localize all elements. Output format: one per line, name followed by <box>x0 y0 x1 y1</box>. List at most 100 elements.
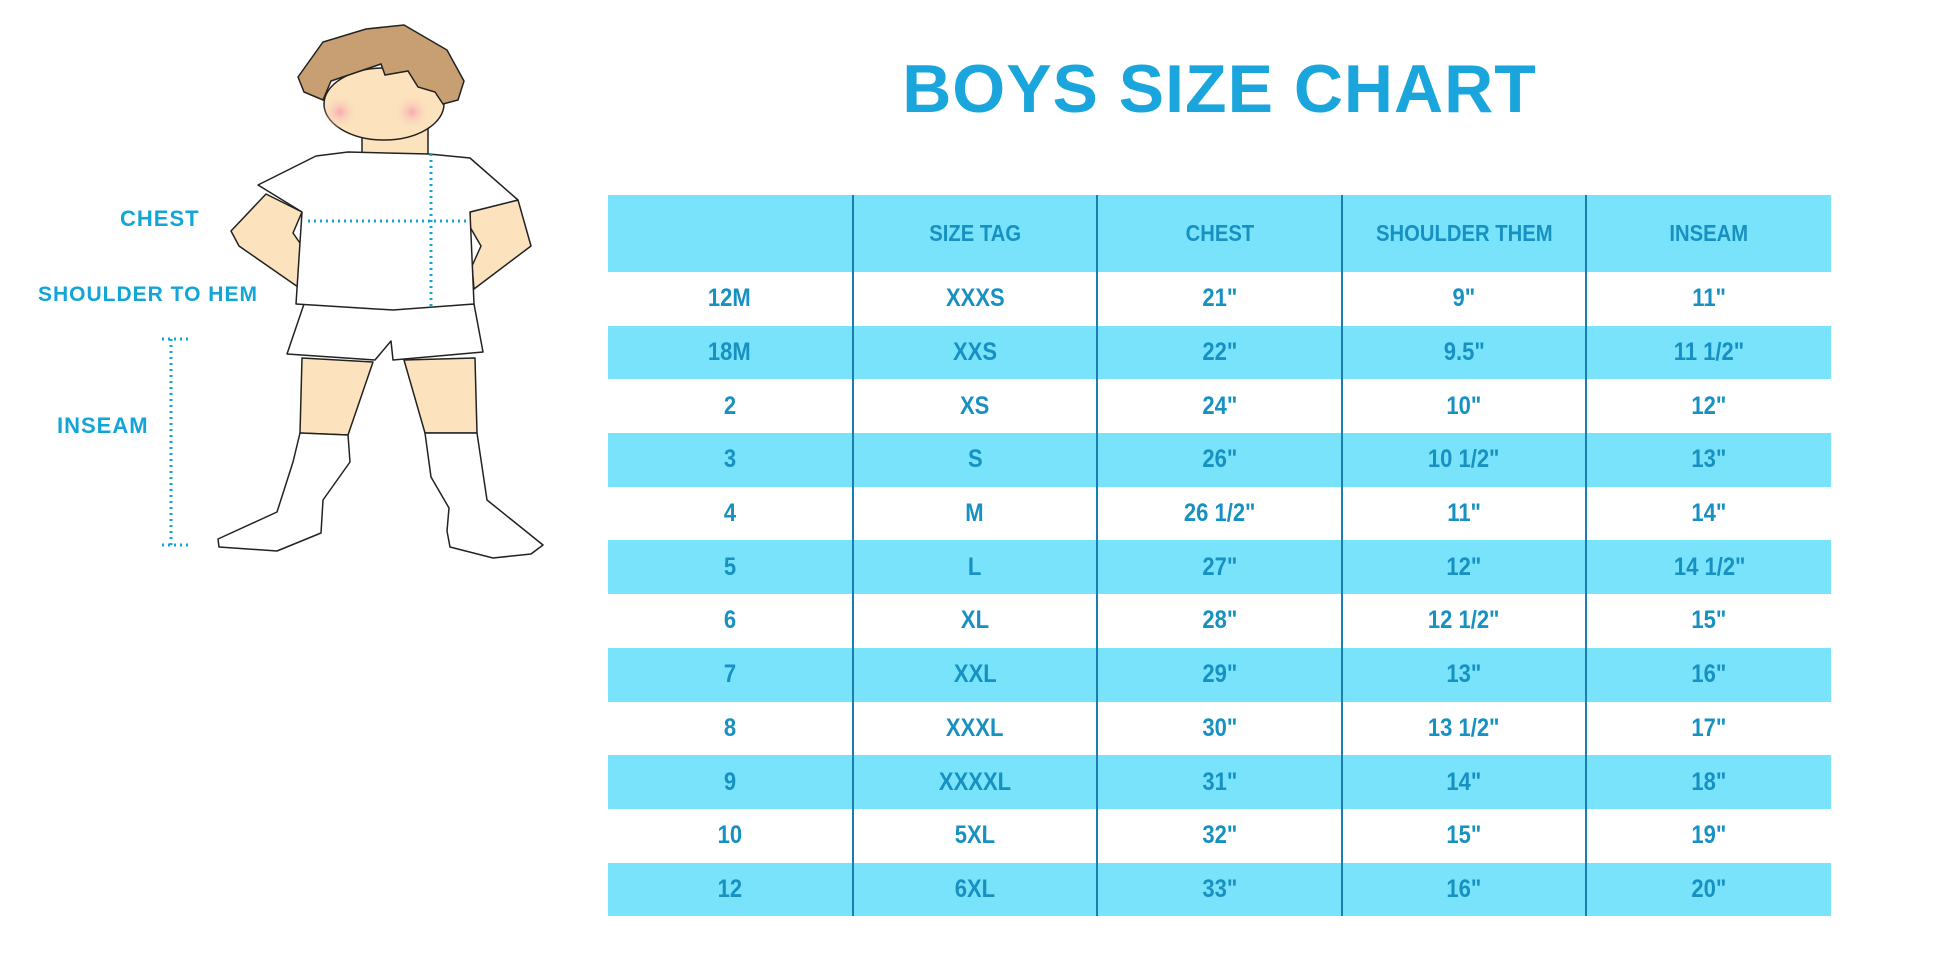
cell-text: 28" <box>1202 606 1237 635</box>
table-cell: XXXXL <box>851 755 1098 809</box>
table-cell: 5 <box>608 540 853 595</box>
cell-text: 3 <box>723 445 736 474</box>
cell-text: 12" <box>1446 552 1482 581</box>
table-cell: 11" <box>1340 486 1587 541</box>
hair <box>297 24 465 105</box>
cell-text: 4 <box>723 499 736 528</box>
cell-text: 12M <box>708 284 752 313</box>
table-cell: 12M <box>608 272 853 326</box>
cell-text: 21" <box>1202 284 1237 313</box>
table-cell: 4 <box>608 487 853 541</box>
cell-text: 17" <box>1691 713 1727 742</box>
table-cell: 24" <box>1096 379 1342 434</box>
table-header-row: SIZE TAG CHEST SHOULDER THEM INSEAM <box>608 195 1831 272</box>
shoulder-to-hem-label: SHOULDER TO HEM <box>38 283 258 306</box>
right-sock <box>424 432 544 559</box>
cell-text: 32" <box>1202 821 1237 850</box>
table-cell: 16" <box>1340 862 1587 917</box>
cell-text: 9.5" <box>1443 338 1485 367</box>
table-cell: 26 1/2" <box>1096 486 1342 541</box>
table-cell: 27" <box>1096 540 1342 595</box>
table-cell: XL <box>851 594 1098 648</box>
cell-text: 16" <box>1691 660 1727 689</box>
cell-text: XXXXL <box>938 767 1011 796</box>
cell-text: 13" <box>1691 445 1727 474</box>
cell-text: 8 <box>723 713 736 742</box>
cell-text: 11" <box>1692 284 1727 313</box>
cell-text: 5 <box>723 552 736 581</box>
table-cell: 33" <box>1096 862 1342 917</box>
table-cell: 32" <box>1096 808 1342 863</box>
table-cell: 12 <box>608 862 853 917</box>
table-cell: 8 <box>608 702 853 756</box>
table-row: 7 XXL 29" 13" 16" <box>608 647 1831 702</box>
table-cell: 5XL <box>851 808 1098 863</box>
column-header-text: CHEST <box>1185 220 1254 246</box>
column-header: SIZE TAG <box>851 195 1098 272</box>
table-cell: 15" <box>1585 594 1831 648</box>
cell-text: 12 <box>717 874 743 903</box>
page-title: BOYS SIZE CHART <box>902 51 1537 127</box>
cell-text: XXXS <box>945 284 1005 313</box>
table-cell: 11" <box>1585 272 1831 326</box>
cell-text: 19" <box>1691 821 1727 850</box>
inseam-label: INSEAM <box>57 413 149 438</box>
table-cell: XXXS <box>851 272 1098 326</box>
cell-text: 7 <box>723 660 736 689</box>
cell-text: 18M <box>708 338 752 367</box>
table-row: 3 S 26" 10 1/2" 13" <box>608 433 1831 487</box>
cell-text: 2 <box>723 391 736 420</box>
cell-text: 14" <box>1691 499 1727 528</box>
cell-text: XXS <box>952 338 997 367</box>
cell-text: 29" <box>1202 660 1237 689</box>
left-sock <box>217 432 351 552</box>
table-cell: L <box>851 540 1098 595</box>
column-header: INSEAM <box>1585 195 1831 272</box>
cell-text: 10 1/2" <box>1428 445 1500 474</box>
table-cell: 19" <box>1585 808 1831 863</box>
table-cell: 12 1/2" <box>1340 594 1587 648</box>
column-header-text: SHOULDER THEM <box>1375 220 1553 246</box>
table-cell: M <box>851 486 1098 541</box>
cell-text: 5XL <box>954 821 996 850</box>
column-header <box>608 195 853 272</box>
cell-text: L <box>968 552 982 581</box>
table-cell: 12" <box>1585 379 1831 434</box>
chest-label: CHEST <box>120 206 200 231</box>
cell-text: 31" <box>1202 767 1237 796</box>
table-cell: 13 1/2" <box>1340 701 1587 756</box>
table-cell: 14" <box>1585 486 1831 541</box>
table-cell: 9.5" <box>1340 325 1587 380</box>
table-cell: 31" <box>1096 755 1342 809</box>
cell-text: XXXL <box>946 713 1004 742</box>
table-cell: 14" <box>1340 755 1587 809</box>
cell-text: S <box>967 445 983 474</box>
cell-text: 20" <box>1691 874 1727 903</box>
table-cell: 13" <box>1340 647 1587 702</box>
table-cell: 10" <box>1340 379 1587 434</box>
table-row: 18M XXS 22" 9.5" 11 1/2" <box>608 325 1831 380</box>
cell-text: 15" <box>1446 821 1482 850</box>
cell-text: XXL <box>953 660 997 689</box>
cell-text: 9 <box>723 767 736 796</box>
table-cell: 21" <box>1096 272 1342 326</box>
table-cell: 15" <box>1340 808 1587 863</box>
table-cell: 9 <box>608 755 853 809</box>
cell-text: 27" <box>1202 552 1237 581</box>
table-cell: 26" <box>1096 433 1342 487</box>
cell-text: M <box>965 499 985 528</box>
table-cell: 10 <box>608 809 853 863</box>
table-row: 12 6XL 33" 16" 20" <box>608 862 1831 917</box>
table-cell: 6XL <box>851 862 1098 917</box>
table-cell: 18M <box>608 325 853 380</box>
table-cell: 29" <box>1096 647 1342 702</box>
table-cell: 9" <box>1340 272 1587 326</box>
cell-text: 22" <box>1202 338 1237 367</box>
left-leg <box>299 357 374 436</box>
table-cell: XXS <box>851 325 1098 380</box>
table-cell: 20" <box>1585 862 1831 917</box>
cell-text: 11 1/2" <box>1673 338 1745 367</box>
table-row: 4 M 26 1/2" 11" 14" <box>608 486 1831 541</box>
table-cell: 18" <box>1585 755 1831 809</box>
cell-text: XS <box>960 391 990 420</box>
